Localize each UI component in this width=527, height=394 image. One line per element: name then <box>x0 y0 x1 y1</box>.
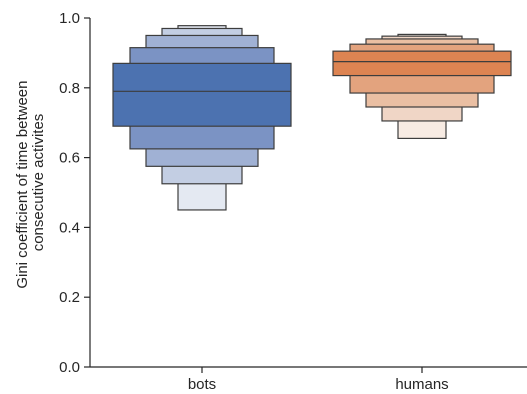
boxen-level-1-bots <box>112 62 292 127</box>
boxen-bots <box>112 25 292 211</box>
y-axis: 0.0 0.2 0.4 0.6 0.8 1.0 <box>59 10 91 376</box>
y-tick-label: 0.6 <box>59 150 80 167</box>
boxen-humans <box>332 33 512 140</box>
x-tick-label-bots: bots <box>188 376 216 393</box>
y-axis-label-line-1: Gini coefficient of time between <box>14 81 31 289</box>
x-axis: bots humans <box>90 366 527 393</box>
y-tick-label: 0.4 <box>59 219 80 236</box>
y-tick-label: 0.0 <box>59 359 80 376</box>
x-tick-label-humans: humans <box>395 376 448 393</box>
y-axis-label: Gini coefficient of time between consecu… <box>14 76 47 288</box>
boxen-level-1-humans <box>332 50 512 77</box>
y-axis-label-line-2: consecutive activites <box>30 114 47 252</box>
y-tick-label: 0.2 <box>59 289 80 306</box>
y-tick-label: 1.0 <box>59 10 80 27</box>
boxen-plot-area <box>112 25 512 211</box>
y-tick-label: 0.8 <box>59 80 80 97</box>
